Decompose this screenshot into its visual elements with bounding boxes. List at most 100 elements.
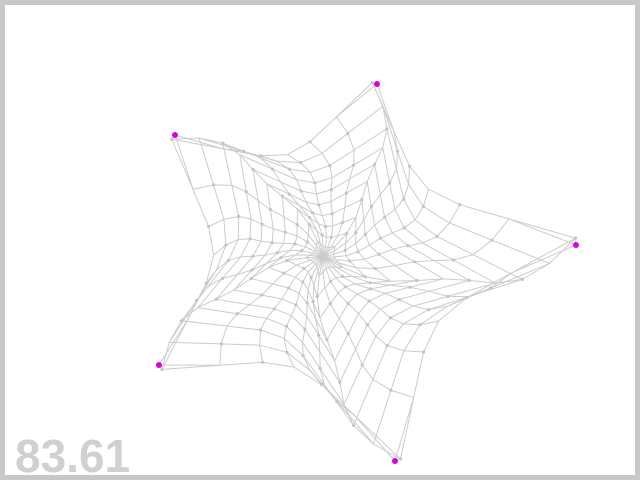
- web-joint-node: [364, 233, 367, 236]
- web-joint-node: [250, 268, 253, 271]
- web-joint-node: [330, 236, 333, 239]
- web-mooring-strand: [175, 135, 193, 189]
- web-joint-node: [180, 319, 183, 322]
- web-joint-node: [402, 198, 405, 201]
- web-joint-node: [344, 285, 347, 288]
- web-joint-node: [236, 312, 239, 315]
- web-joint-node: [489, 286, 492, 289]
- web-joint-node: [221, 142, 224, 145]
- web-joint-node: [170, 138, 173, 141]
- web-joint-node: [369, 281, 372, 284]
- web-joint-node: [408, 165, 411, 168]
- web-mooring-strand: [509, 219, 576, 245]
- web-joint-node: [422, 205, 425, 208]
- web-joint-node: [259, 154, 262, 157]
- web-joint-node: [311, 300, 314, 303]
- web-joint-node: [306, 240, 309, 243]
- web-joint-node: [331, 212, 334, 215]
- web-ring-strand: [234, 182, 443, 361]
- spider-web-canvas[interactable]: [5, 5, 640, 485]
- web-joint-node: [319, 367, 322, 370]
- web-joint-node: [250, 277, 253, 280]
- web-joint-node: [490, 239, 493, 242]
- anchor-pin[interactable]: [172, 132, 178, 138]
- web-joint-node: [427, 308, 430, 311]
- web-joint-node: [271, 168, 274, 171]
- web-joint-node: [356, 250, 359, 253]
- web-joint-node: [308, 223, 311, 226]
- web-joint-node: [574, 237, 577, 240]
- web-joint-node: [260, 223, 263, 226]
- web-joint-node: [317, 203, 320, 206]
- web-joint-node: [285, 259, 288, 262]
- web-joint-node: [303, 328, 306, 331]
- web-joint-node: [403, 226, 406, 229]
- web-joint-node: [212, 183, 215, 186]
- web-mooring-strand: [377, 84, 394, 131]
- web-joint-node: [320, 383, 323, 386]
- web-joint-node: [325, 338, 328, 341]
- web-joint-node: [452, 258, 455, 261]
- web-joint-node: [373, 163, 376, 166]
- web-joint-node: [388, 182, 391, 185]
- web-joint-node: [366, 323, 369, 326]
- web-joint-node: [413, 260, 416, 263]
- web-joint-node: [302, 354, 305, 357]
- web-joint-node: [269, 208, 272, 211]
- web-joint-node: [435, 235, 438, 238]
- web-joint-node: [282, 272, 285, 275]
- web-joint-node: [364, 275, 367, 278]
- web-joint-node: [296, 223, 299, 226]
- web-joint-node: [301, 280, 304, 283]
- web-joint-node: [248, 237, 251, 240]
- web-joint-node: [329, 280, 332, 283]
- web-joint-node: [338, 381, 341, 384]
- anchor-pin[interactable]: [374, 81, 380, 87]
- web-radial-strand: [209, 217, 323, 258]
- web-joint-node: [276, 251, 279, 254]
- web-joint-node: [251, 255, 254, 258]
- fps-counter: 83.61: [15, 431, 130, 481]
- web-joint-node: [377, 253, 380, 256]
- web-joint-node: [398, 298, 401, 301]
- web-joint-node: [287, 286, 290, 289]
- web-joint-node: [396, 150, 399, 153]
- web-joint-node: [224, 244, 227, 247]
- web-joint-node: [260, 294, 263, 297]
- web-joint-node: [220, 342, 223, 345]
- web-joint-node: [294, 303, 297, 306]
- web-joint-node: [261, 361, 264, 364]
- web-joint-node: [374, 267, 377, 270]
- web-joint-node: [418, 323, 421, 326]
- web-joint-node: [317, 334, 320, 337]
- web-joint-node: [300, 189, 303, 192]
- web-joint-node: [399, 457, 402, 460]
- web-joint-node: [227, 259, 230, 262]
- web-joint-node: [361, 363, 364, 366]
- anchor-pin[interactable]: [573, 242, 579, 248]
- web-joint-node: [285, 351, 288, 354]
- web-ring-strand: [162, 83, 576, 459]
- web-joint-node: [389, 316, 392, 319]
- web-joint-node: [521, 278, 524, 281]
- web-joint-node: [284, 231, 287, 234]
- web-joint-node: [347, 332, 350, 335]
- web-joint-node: [281, 195, 284, 198]
- web-joint-node: [207, 225, 210, 228]
- web-joint-node: [313, 181, 316, 184]
- web-joint-node: [348, 259, 351, 262]
- web-joint-node: [345, 232, 348, 235]
- web-joint-node: [293, 242, 296, 245]
- web-joint-node: [408, 286, 411, 289]
- web-joint-node: [354, 231, 357, 234]
- web-joint-node: [422, 350, 425, 353]
- anchor-pin[interactable]: [156, 362, 162, 368]
- web-ring-strand: [169, 106, 549, 444]
- web-joint-node: [302, 267, 305, 270]
- web-joint-node: [415, 279, 418, 282]
- web-joint-node: [360, 198, 363, 201]
- web-radial-strand: [323, 131, 398, 257]
- anchor-pin[interactable]: [392, 458, 398, 464]
- web-mooring-strand: [336, 84, 377, 117]
